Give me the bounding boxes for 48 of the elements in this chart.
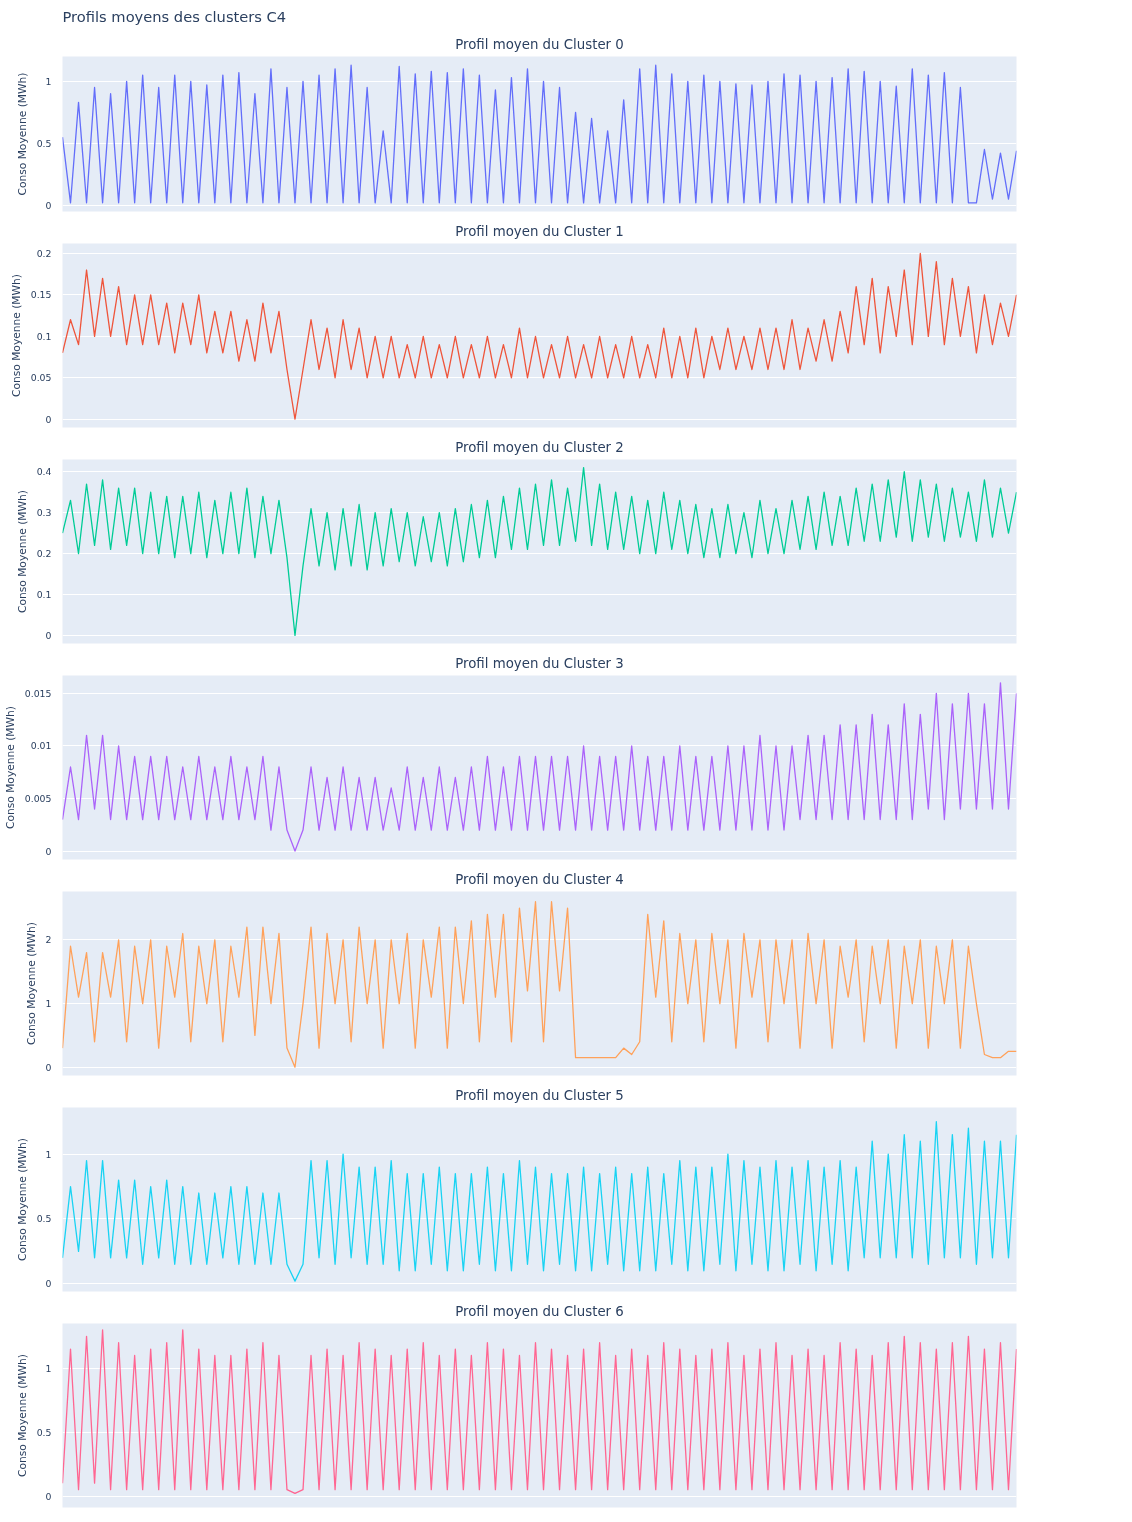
y-tick-label: 2 — [45, 934, 52, 946]
y-axis-title: Conso Moyenne (MWh) — [24, 922, 38, 1045]
y-tick-label: 0.2 — [36, 548, 52, 560]
y-tick-label: 1 — [45, 998, 52, 1010]
chart-title: Profil moyen du Cluster 6 — [455, 1303, 624, 1319]
chart-title: Profil moyen du Cluster 0 — [455, 36, 624, 52]
y-tick-label: 1 — [45, 1148, 52, 1160]
y-tick-label: 0.005 — [24, 793, 52, 805]
y-axis-title: Conso Moyenne (MWh) — [15, 490, 29, 613]
chart-title: Profil moyen du Cluster 1 — [455, 223, 624, 239]
y-tick-label: 0 — [45, 1490, 52, 1502]
line-series — [62, 467, 1017, 636]
y-tick-label: 0.5 — [36, 137, 52, 149]
y-tick-label: 0 — [45, 199, 52, 211]
y-tick-label: 0.15 — [30, 289, 52, 301]
y-axis-title: Conso Moyenne (MWh) — [15, 1354, 29, 1477]
y-tick-label: 0.5 — [36, 1426, 52, 1438]
line-series — [62, 1329, 1017, 1495]
line-series — [62, 901, 1017, 1068]
y-tick-label: 0.015 — [24, 687, 52, 699]
y-tick-label: 0.5 — [36, 1213, 52, 1225]
y-tick-label: 0.01 — [30, 740, 52, 752]
y-tick-label: 0.1 — [36, 588, 52, 600]
y-tick-label: 0 — [45, 845, 52, 857]
y-tick-label: 0.1 — [36, 330, 52, 342]
y-axis-title: Conso Moyenne (MWh) — [3, 706, 17, 829]
line-series — [62, 682, 1017, 852]
chart-title: Profil moyen du Cluster 5 — [455, 1087, 624, 1103]
y-tick-label: 1 — [45, 75, 52, 87]
y-tick-label: 0.3 — [36, 507, 52, 519]
y-tick-label: 0 — [45, 629, 52, 641]
y-tick-label: 0.2 — [36, 247, 52, 259]
chart-title: Profil moyen du Cluster 3 — [455, 655, 624, 671]
chart-title: Profil moyen du Cluster 2 — [455, 439, 624, 455]
y-tick-label: 0.05 — [30, 372, 52, 384]
text: Profils moyens des clusters C4 — [62, 7, 287, 25]
y-tick-label: 0 — [45, 1061, 52, 1073]
y-tick-label: 0 — [45, 1278, 52, 1290]
line-series — [62, 64, 1017, 204]
y-axis-title: Conso Moyenne (MWh) — [9, 274, 23, 397]
y-tick-label: 0.4 — [36, 466, 52, 478]
line-series — [62, 252, 1017, 420]
y-axis-title: Conso Moyenne (MWh) — [15, 72, 29, 196]
y-tick-label: 0 — [45, 413, 52, 425]
y-axis-title: Conso Moyenne (MWh) — [15, 1138, 29, 1261]
line-series — [62, 1121, 1017, 1282]
chart-title: Profil moyen du Cluster 4 — [455, 871, 624, 887]
y-tick-label: 1 — [45, 1362, 52, 1374]
